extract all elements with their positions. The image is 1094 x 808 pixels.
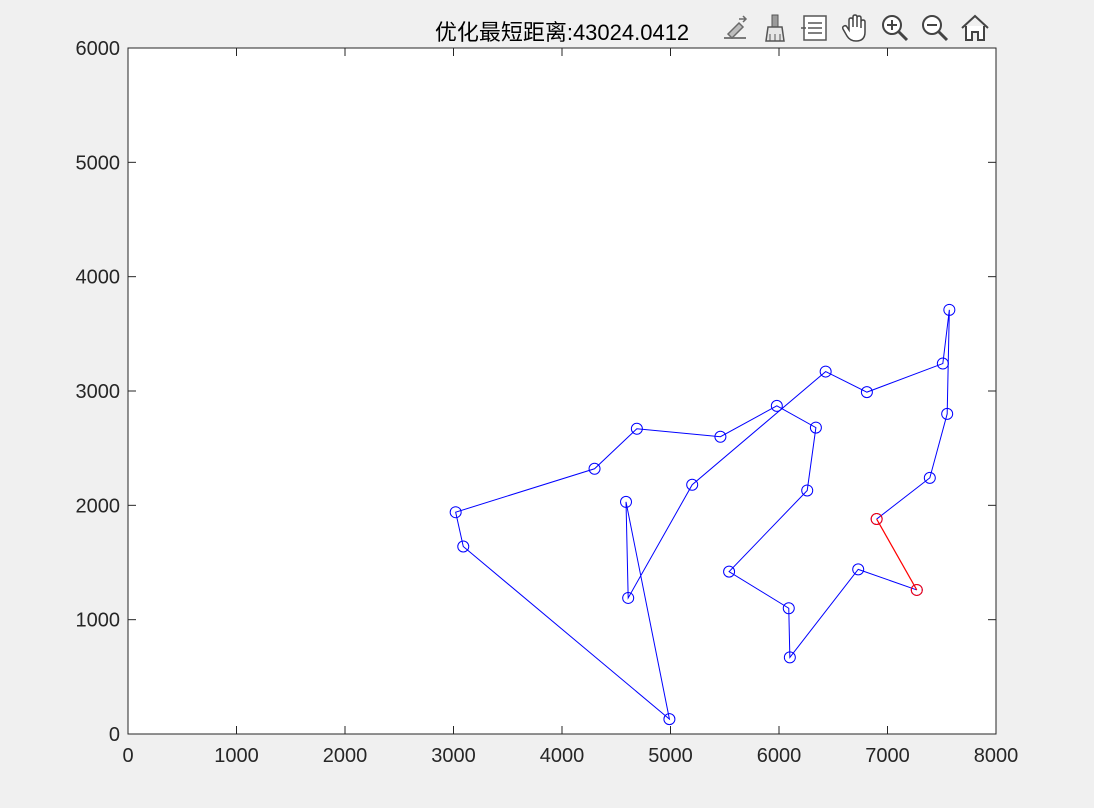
y-tick-label: 6000 bbox=[76, 38, 121, 60]
city-marker bbox=[801, 484, 814, 497]
y-tick-label: 0 bbox=[109, 724, 120, 746]
city-marker bbox=[588, 462, 601, 475]
home-icon bbox=[961, 14, 989, 41]
x-tick-label: 1000 bbox=[214, 745, 259, 767]
city-marker bbox=[782, 602, 795, 615]
city-marker bbox=[714, 430, 727, 443]
y-tick-label: 1000 bbox=[76, 610, 121, 632]
x-tick-label: 4000 bbox=[540, 745, 585, 767]
city-marker bbox=[783, 651, 796, 664]
home-button[interactable] bbox=[956, 9, 994, 47]
city-marker bbox=[943, 303, 956, 316]
city-marker bbox=[941, 407, 954, 420]
zoom-out-icon bbox=[922, 15, 949, 42]
zoom-in-button[interactable] bbox=[876, 9, 914, 47]
y-tick-label: 3000 bbox=[76, 381, 121, 403]
zoom-in-icon bbox=[882, 15, 909, 42]
city-marker bbox=[622, 591, 635, 604]
city-marker bbox=[770, 399, 783, 412]
data-tips-icon bbox=[801, 15, 827, 41]
brush-button[interactable] bbox=[756, 9, 794, 47]
return-marker bbox=[870, 513, 883, 526]
city-marker bbox=[457, 540, 470, 553]
city-marker bbox=[923, 471, 936, 484]
return-segment bbox=[876, 518, 918, 591]
city-marker bbox=[686, 478, 699, 491]
city-markers bbox=[449, 303, 956, 726]
x-tick-label: 0 bbox=[122, 745, 133, 767]
x-tick-label: 7000 bbox=[865, 745, 910, 767]
route-lines bbox=[455, 309, 950, 721]
city-marker bbox=[819, 365, 832, 378]
x-tick-label: 3000 bbox=[431, 745, 476, 767]
x-tick-label: 8000 bbox=[974, 745, 1019, 767]
pan-icon bbox=[841, 14, 866, 42]
x-tick-label: 5000 bbox=[648, 745, 693, 767]
axis-ticks: 0 1000 2000 3000 4000 5000 6000 7000 8000 0 1000 20… bbox=[76, 38, 1019, 767]
brush-icon bbox=[765, 14, 785, 42]
city-marker bbox=[663, 713, 676, 726]
city-marker bbox=[809, 421, 822, 434]
zoom-out-button[interactable] bbox=[916, 9, 954, 47]
city-marker bbox=[936, 357, 949, 370]
x-tick-label: 6000 bbox=[757, 745, 802, 767]
y-tick-label: 4000 bbox=[76, 267, 121, 289]
city-marker bbox=[860, 386, 873, 399]
y-tick-label: 5000 bbox=[76, 152, 121, 174]
city-marker bbox=[630, 422, 643, 435]
y-tick-label: 2000 bbox=[76, 495, 121, 517]
return-marker bbox=[910, 583, 923, 596]
city-marker bbox=[620, 495, 633, 508]
edit-plot-button[interactable] bbox=[716, 9, 754, 47]
city-marker bbox=[449, 506, 462, 519]
pan-button[interactable] bbox=[836, 9, 874, 47]
chart-title: 优化最短距离:43024.0412 bbox=[435, 20, 689, 45]
edit-plot-icon bbox=[724, 15, 748, 40]
x-tick-label: 2000 bbox=[323, 745, 368, 767]
city-marker bbox=[723, 565, 736, 578]
route-path bbox=[455, 309, 950, 721]
city-marker bbox=[852, 563, 865, 576]
axes-background bbox=[127, 47, 997, 735]
axes-toolbar bbox=[716, 8, 994, 48]
data-tips-button[interactable] bbox=[796, 9, 834, 47]
